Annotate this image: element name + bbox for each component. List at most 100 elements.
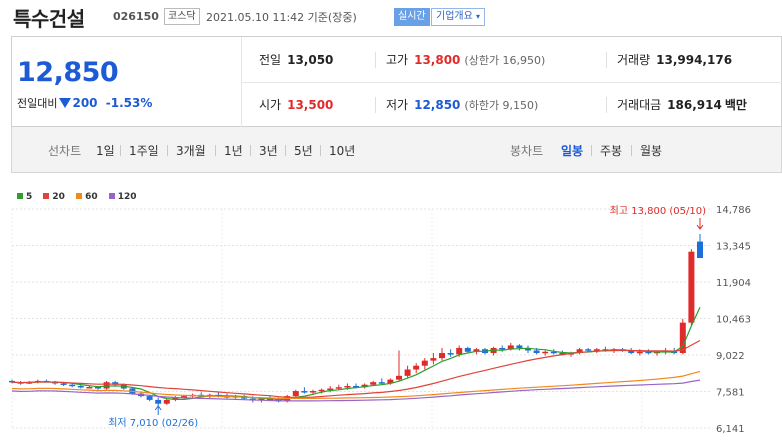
realtime-button[interactable]: 실시간 xyxy=(394,8,430,26)
stock-header: 특수건설 026150 코스닥 2021.05.10 11:42 기준(장중) … xyxy=(0,0,782,36)
price-chart[interactable]: 14,786 13,345 11,904 10,463 9,022 7,581 6,141 최… xyxy=(0,200,782,441)
candle-body xyxy=(679,322,686,354)
candle-body xyxy=(163,399,170,404)
period-3y[interactable]: 3년 xyxy=(259,144,278,158)
candle-body xyxy=(473,349,480,352)
candle-body xyxy=(542,351,549,354)
legend-swatch xyxy=(17,193,23,199)
candle-body xyxy=(516,345,523,348)
candle-body xyxy=(688,251,695,323)
max-arrow-icon xyxy=(696,224,704,230)
price-summary: 12,850 전일대비 200 -1.53% 전일 13,050 고가 13,800(… xyxy=(11,36,782,128)
corp-info-label: 기업개요 xyxy=(436,11,473,22)
candle-body xyxy=(181,396,187,398)
candle-body xyxy=(576,349,583,354)
legend-ma20: 20 xyxy=(43,192,65,202)
ma-legend: 5 20 60 120 xyxy=(17,192,145,202)
candle-body xyxy=(327,388,334,391)
candle-body xyxy=(645,351,652,354)
divider xyxy=(375,97,376,113)
divider xyxy=(215,145,216,156)
candle-body xyxy=(396,375,402,380)
candle-body xyxy=(112,382,119,385)
divider xyxy=(285,145,286,156)
candle-body xyxy=(69,384,76,387)
trade-value: 거래대금 186,914 백만 xyxy=(617,98,747,112)
candle-body xyxy=(9,380,15,383)
legend-ma5: 5 xyxy=(17,192,32,202)
candle-body xyxy=(413,365,420,370)
candle-body xyxy=(464,347,471,352)
min-annotation: 최저 7,010 (02/26) xyxy=(108,417,198,429)
period-10y[interactable]: 10년 xyxy=(329,144,356,158)
stock-code: 026150 xyxy=(113,10,159,23)
volume: 거래량 13,994,176 xyxy=(617,53,733,67)
candle-body xyxy=(146,396,153,400)
corp-info-dropdown[interactable]: 기업개요 ▾ xyxy=(431,8,486,26)
candle-weekly[interactable]: 주봉 xyxy=(600,144,623,158)
change-percent: -1.53% xyxy=(105,96,153,110)
market-badge: 코스닥 xyxy=(164,8,200,25)
candle-body xyxy=(387,379,394,384)
y-tick-label: 13,345 xyxy=(716,242,751,253)
candle-body xyxy=(404,369,411,376)
candle-body xyxy=(77,385,84,388)
candle-body xyxy=(585,349,592,351)
divider xyxy=(606,52,607,68)
candle-body xyxy=(344,385,351,388)
legend-ma60: 60 xyxy=(76,192,98,202)
period-1d[interactable]: 1일 xyxy=(96,144,115,158)
candle-body xyxy=(353,385,359,388)
candle-body xyxy=(550,351,557,354)
period-1w[interactable]: 1주일 xyxy=(129,144,159,158)
divider xyxy=(242,82,782,83)
min-arrow-icon xyxy=(154,405,162,411)
candle-monthly[interactable]: 월봉 xyxy=(640,144,663,158)
candle-body xyxy=(439,353,445,359)
candle-body xyxy=(172,397,179,400)
current-price: 12,850 xyxy=(17,57,119,88)
change-label: 전일대비 xyxy=(17,97,58,110)
candle-body xyxy=(361,384,368,388)
ma20-line xyxy=(11,339,701,399)
candle-body xyxy=(258,398,265,401)
divider xyxy=(606,97,607,113)
chart-toolbar: 선차트 1일 1주일 3개월 1년 3년 5년 10년 봉차트 일봉 주봉 월봉 xyxy=(11,127,782,173)
candle-body xyxy=(533,350,540,354)
legend-ma120: 120 xyxy=(108,192,137,202)
ma120-line xyxy=(11,379,701,402)
candle-body xyxy=(60,383,67,385)
legend-swatch xyxy=(76,193,83,199)
period-3m[interactable]: 3개월 xyxy=(176,144,206,158)
candle-body xyxy=(318,389,325,392)
candle-body xyxy=(525,347,531,351)
y-tick-label: 14,786 xyxy=(716,205,751,216)
period-5y[interactable]: 5년 xyxy=(294,144,313,158)
divider xyxy=(120,145,121,156)
ma60-line xyxy=(11,370,701,399)
line-chart-label[interactable]: 선차트 xyxy=(48,144,82,158)
stock-name: 특수건설 xyxy=(13,7,85,31)
candle-body xyxy=(593,349,600,351)
candle-chart-label[interactable]: 봉차트 xyxy=(510,144,544,158)
period-1y[interactable]: 1년 xyxy=(224,144,243,158)
y-tick-label: 6,141 xyxy=(716,424,745,435)
divider xyxy=(375,52,376,68)
change-amount: 200 xyxy=(72,96,98,110)
candle-daily[interactable]: 일봉 xyxy=(561,144,584,158)
y-tick-label: 10,463 xyxy=(716,315,751,326)
candle-body xyxy=(628,350,635,354)
candle-body xyxy=(636,351,643,354)
candle-body xyxy=(86,386,93,389)
candle-body xyxy=(95,386,101,389)
candle-body xyxy=(335,387,342,389)
low-price: 저가 12,850 (하한가 9,150) xyxy=(386,98,539,112)
candle-body xyxy=(267,398,273,401)
divider xyxy=(250,145,251,156)
candle-body xyxy=(559,353,566,355)
candle-body xyxy=(249,398,256,401)
candle-body xyxy=(421,360,428,366)
candle-body xyxy=(103,382,110,389)
candle-body xyxy=(370,382,377,385)
price-change: 전일대비 200 -1.53% xyxy=(17,95,152,111)
